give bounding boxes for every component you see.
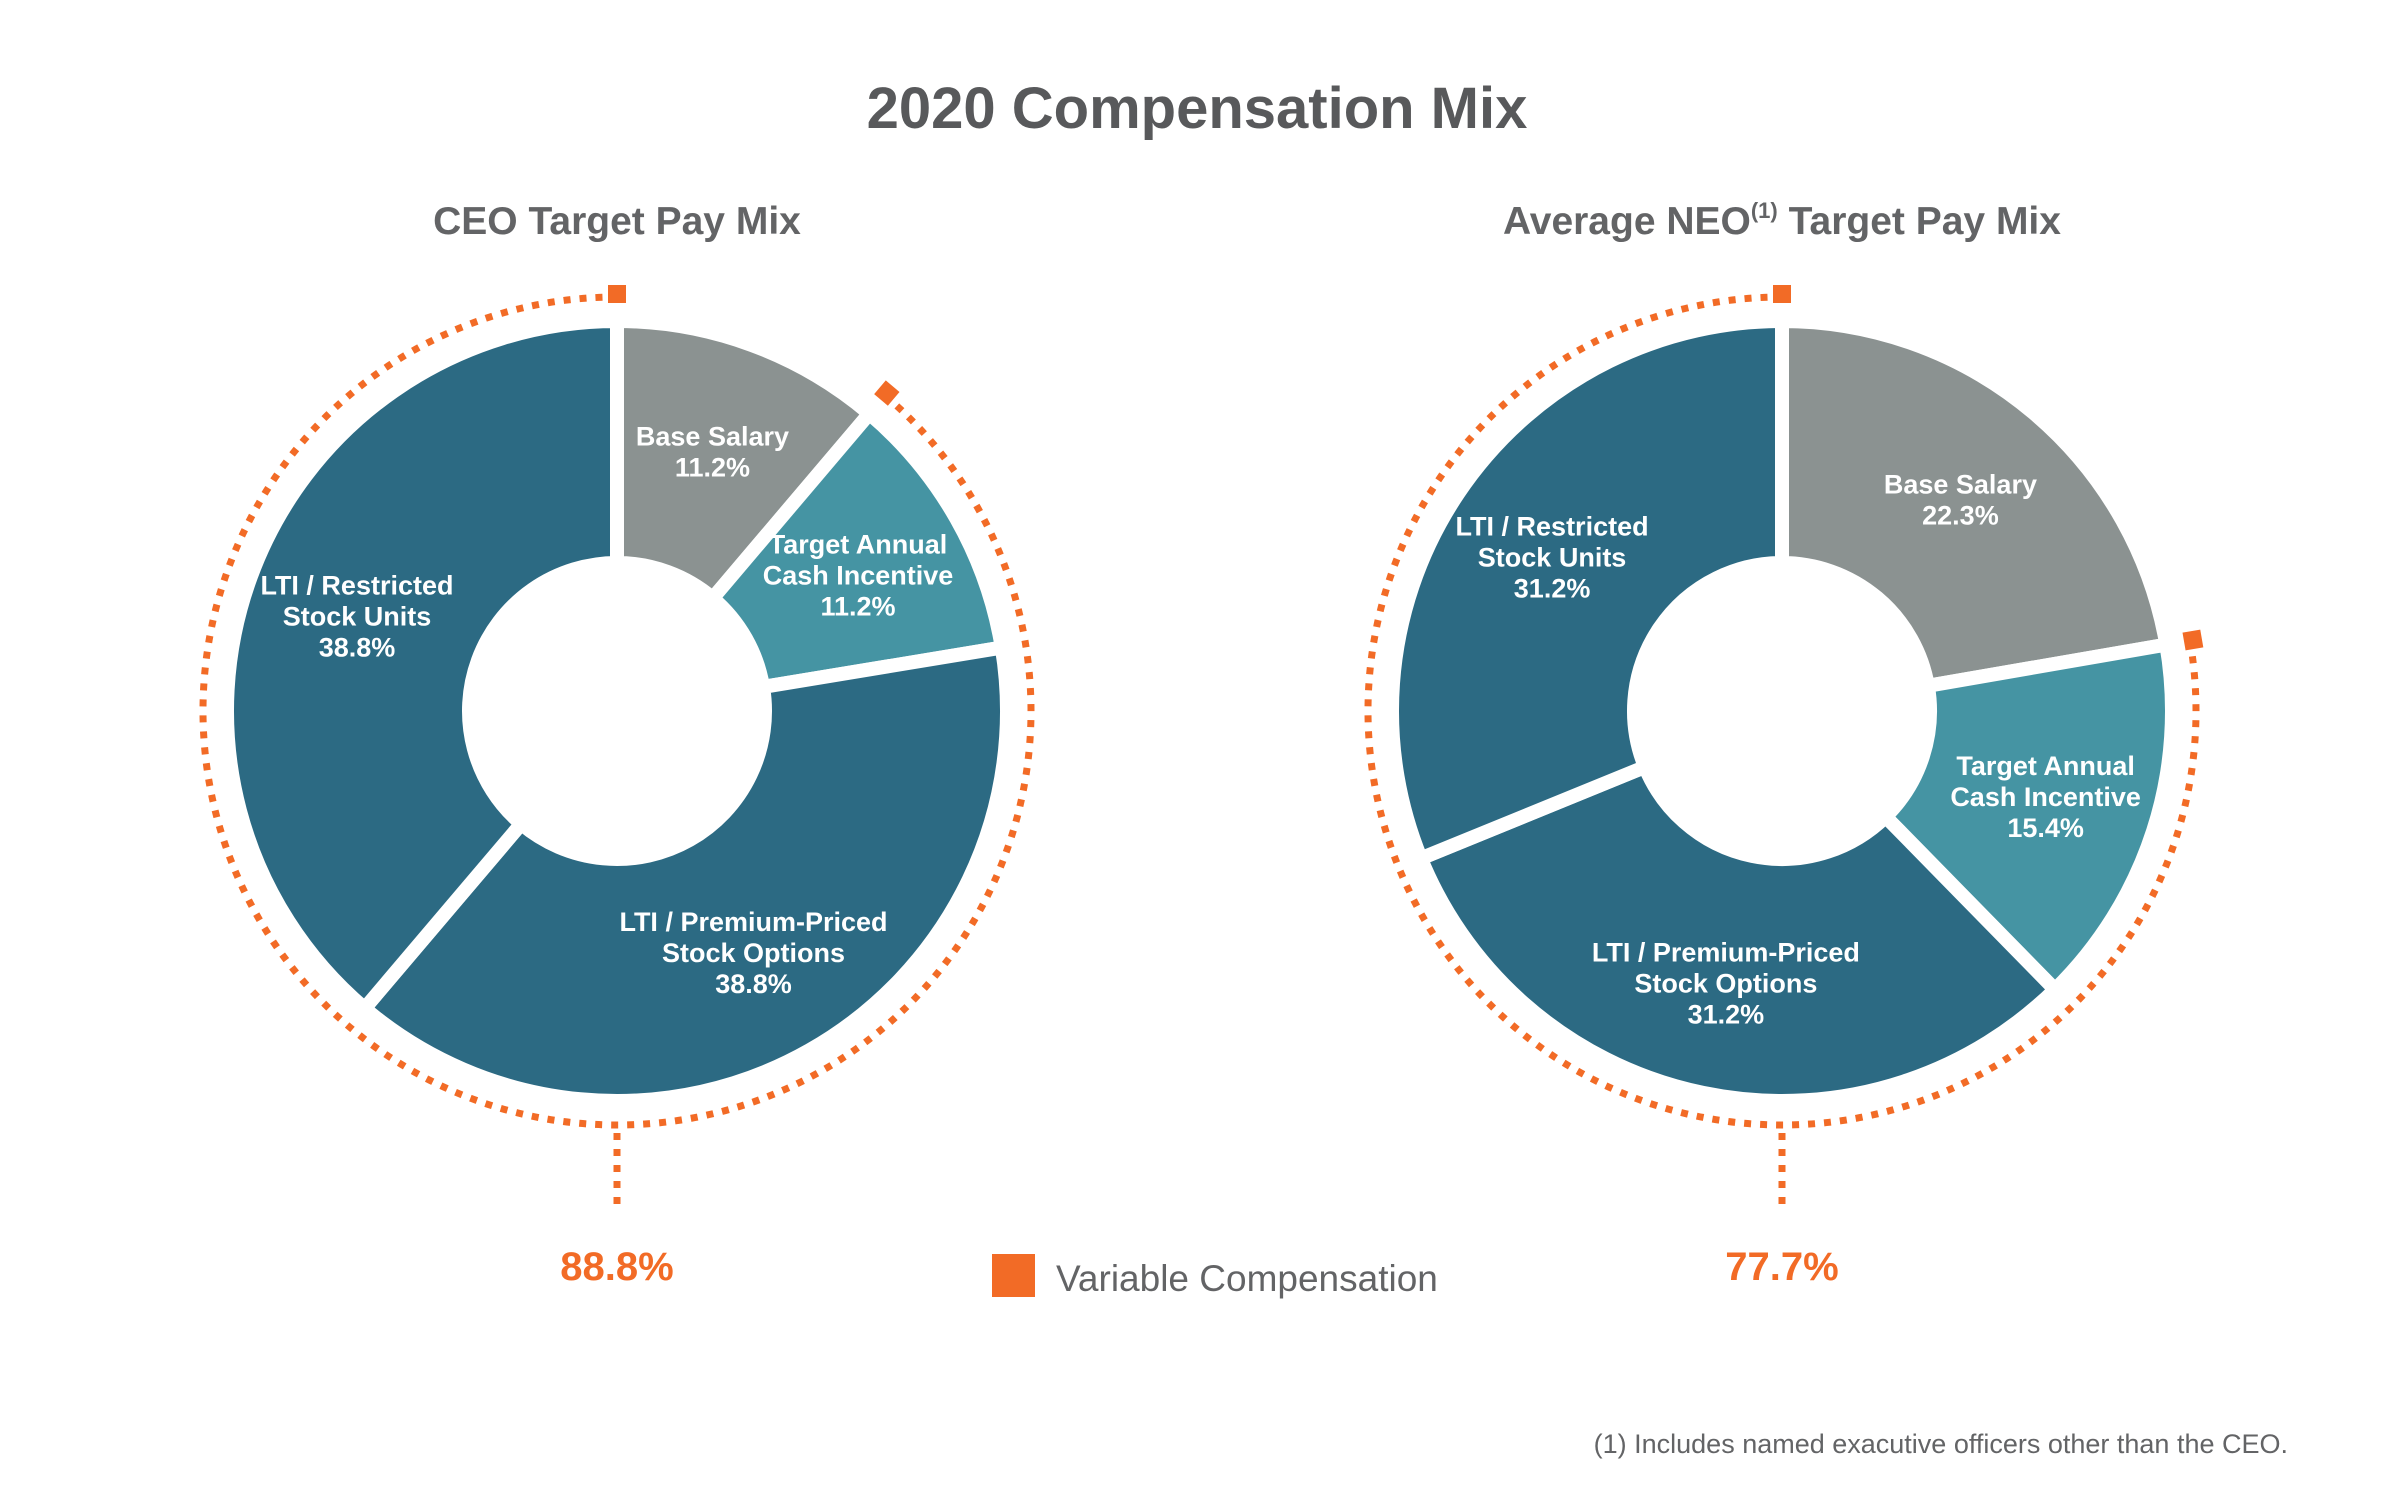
footnote: (1) Includes named exacutive officers ot…: [1594, 1429, 2288, 1459]
ceo-label-target-annual-cash-incentive: Target Annual Cash Incentive 11.2%: [763, 530, 954, 622]
neo-variable-comp-ring: [1364, 293, 2200, 1129]
ceo-label-lti-premium-priced-stock-options: LTI / Premium-Priced Stock Options 38.8%: [619, 907, 887, 999]
ceo-ring-end-marker-icon: [608, 285, 626, 303]
neo-variable-total: 77.7%: [1725, 1245, 1838, 1289]
neo-subtitle-footnote-mark: (1): [1751, 198, 1778, 223]
ceo-label-lti-restricted-stock-units: LTI / Restricted Stock Units 38.8%: [260, 571, 453, 663]
variable-compensation-swatch-icon: [992, 1254, 1035, 1297]
ceo-variable-comp-ring: [199, 293, 1035, 1129]
chart-title: 2020 Compensation Mix: [867, 76, 1528, 141]
ceo-slice-base-salary: [610, 313, 880, 609]
neo-subtitle-tail: Target Pay Mix: [1778, 200, 2062, 243]
ceo-chart-subtitle: CEO Target Pay Mix: [433, 200, 801, 243]
ceo-subtitle-main: CEO Target Pay Mix: [433, 200, 801, 243]
ceo-label-base-salary: Base Salary 11.2%: [636, 421, 789, 482]
neo-subtitle-main: Average NEO: [1503, 200, 1751, 243]
ceo-slice-lti-premium-priced-stock-options: [354, 639, 1014, 1108]
neo-chart-subtitle: Average NEO(1) Target Pay Mix: [1503, 198, 2061, 243]
neo-label-target-annual-cash-incentive: Target Annual Cash Incentive 15.4%: [1950, 751, 2141, 843]
neo-slice-lti-restricted-stock-units: [1385, 313, 1789, 868]
neo-pay-mix-chart: Average NEO(1) Target Pay Mix Base Salar…: [1364, 198, 2204, 1289]
neo-slice-base-salary: [1775, 313, 2175, 694]
ceo-pay-mix-chart: CEO Target Pay Mix Base Salary 11.2% Targe…: [199, 200, 1035, 1289]
neo-label-lti-premium-priced-stock-options: LTI / Premium-Priced Stock Options 31.2%: [1592, 937, 1860, 1029]
ceo-variable-total: 88.8%: [560, 1245, 673, 1289]
ceo-slice-lti-restricted-stock-units: [220, 313, 624, 1019]
neo-slice-target-annual-cash-incentive: [1875, 636, 2179, 1000]
neo-label-base-salary: Base Salary 22.3%: [1884, 470, 2037, 531]
neo-label-lti-restricted-stock-units: LTI / Restricted Stock Units 31.2%: [1456, 512, 1649, 604]
neo-ring-end-marker-icon: [1773, 285, 1791, 303]
ceo-ring-end-marker-icon: [874, 380, 900, 406]
ceo-slice-target-annual-cash-incentive: [702, 403, 1010, 695]
neo-slice-lti-premium-priced-stock-options: [1411, 757, 2065, 1108]
legend-label: Variable Compensation: [1056, 1258, 1438, 1299]
neo-ring-end-marker-icon: [2182, 629, 2204, 651]
legend: Variable Compensation: [992, 1254, 1438, 1299]
